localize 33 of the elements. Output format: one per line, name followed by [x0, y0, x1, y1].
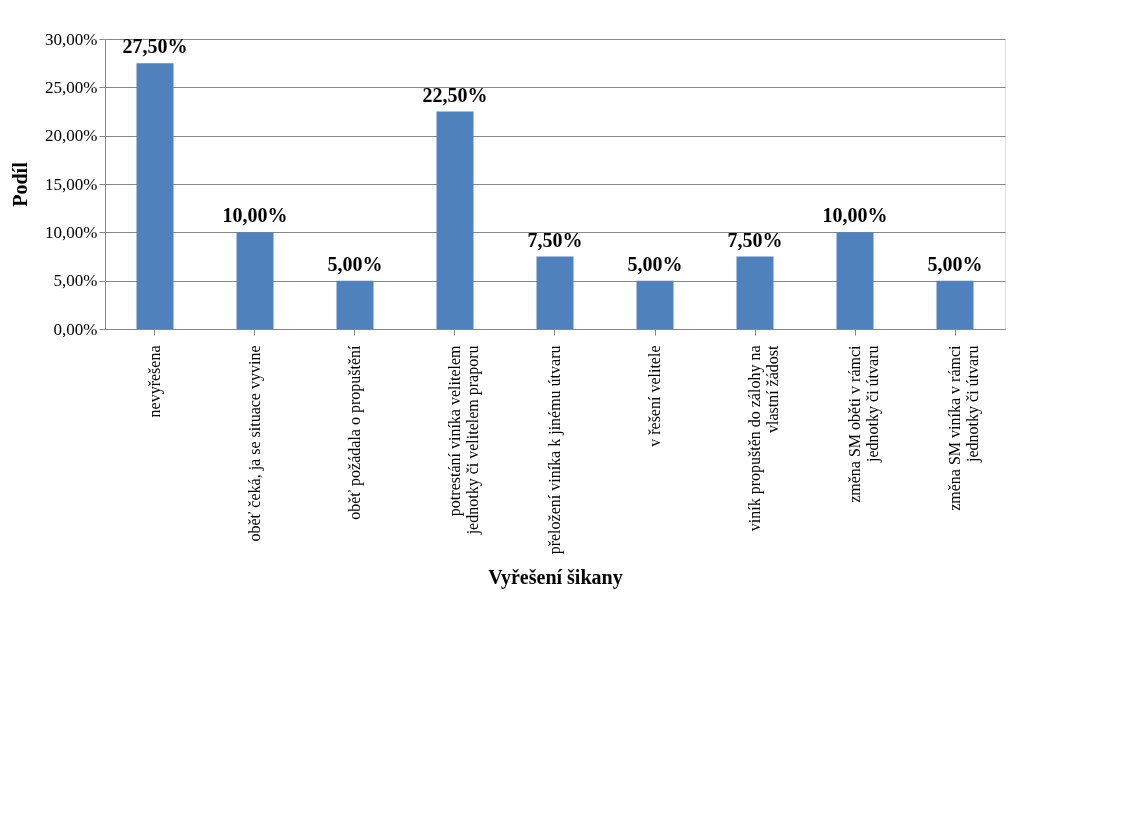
data-label: 22,50%	[422, 83, 488, 106]
data-label: 10,00%	[222, 204, 288, 227]
y-tick-label: 20,00%	[45, 126, 98, 146]
data-label: 5,00%	[327, 252, 383, 275]
data-label: 5,00%	[927, 252, 983, 275]
x-tick-label: oběť čeká, ja se situace vyvine	[246, 345, 264, 542]
y-tick-label: 0,00%	[53, 319, 98, 339]
y-tick-label: 10,00%	[45, 222, 98, 242]
x-tick-label: v řešení velitele	[646, 345, 663, 447]
bar	[936, 280, 974, 329]
data-label: 27,50%	[122, 35, 188, 58]
data-label: 7,50%	[727, 228, 783, 251]
data-label: 5,00%	[627, 252, 683, 275]
y-tick-label: 5,00%	[53, 271, 98, 291]
y-tick-label: 15,00%	[45, 174, 98, 194]
data-label: 10,00%	[822, 204, 888, 227]
bar	[436, 111, 474, 329]
bar	[636, 280, 674, 329]
bar	[736, 256, 774, 329]
x-tick-label: viník propuštěn do zálohy na vlastní žádost	[746, 344, 781, 532]
bar	[236, 232, 274, 329]
bar	[336, 280, 374, 329]
y-axis-title: Podíl	[9, 161, 32, 207]
x-tick-label: oběť požádala o propuštění	[346, 344, 364, 520]
data-label: 7,50%	[527, 228, 583, 251]
bar	[536, 256, 574, 329]
y-tick-label: 30,00%	[45, 29, 98, 49]
y-tick-label: 25,00%	[45, 77, 98, 97]
x-tick-label: nevyřešena	[146, 345, 164, 418]
bar	[136, 63, 174, 329]
bar	[836, 232, 874, 329]
x-tick-label: přeložení viníka k jinému útvaru	[546, 345, 564, 555]
x-axis-title: Vyřešení šikany	[488, 565, 623, 589]
